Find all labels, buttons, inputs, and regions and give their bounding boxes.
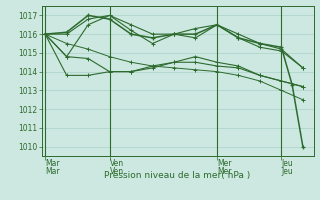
Text: Mar: Mar [45,167,60,176]
Text: Ven: Ven [109,159,124,168]
X-axis label: Pression niveau de la mer( hPa ): Pression niveau de la mer( hPa ) [104,171,251,180]
Text: Mer: Mer [217,167,231,176]
Text: Mer: Mer [217,159,231,168]
Text: Jeu: Jeu [281,167,293,176]
Text: Ven: Ven [109,167,124,176]
Text: Mar: Mar [45,159,60,168]
Text: Jeu: Jeu [281,159,293,168]
